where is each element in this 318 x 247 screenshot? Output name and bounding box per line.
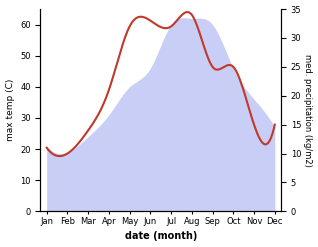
X-axis label: date (month): date (month) (125, 231, 197, 242)
Y-axis label: med. precipitation (kg/m2): med. precipitation (kg/m2) (303, 54, 313, 167)
Y-axis label: max temp (C): max temp (C) (5, 79, 15, 141)
